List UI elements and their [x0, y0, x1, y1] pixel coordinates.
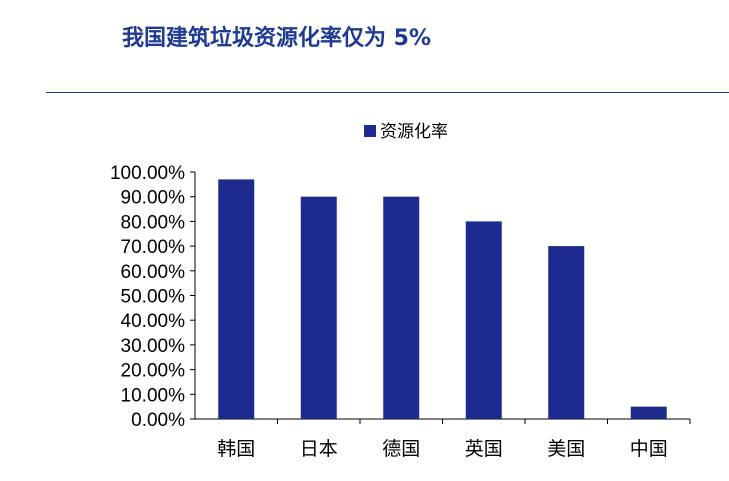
- x-category-label: 日本: [300, 438, 338, 460]
- legend-label: 资源化率: [380, 122, 448, 142]
- x-category-label: 中国: [630, 438, 668, 460]
- bar-1: [300, 196, 337, 419]
- bar-4: [548, 246, 585, 419]
- bar-5: [630, 406, 667, 419]
- x-category-label: 德国: [382, 438, 420, 460]
- y-tick-label: 0.00%: [131, 410, 185, 431]
- y-tick-label: 60.00%: [121, 262, 186, 283]
- y-tick-label: 40.00%: [121, 311, 186, 332]
- x-category-label: 美国: [547, 438, 585, 460]
- y-tick-label: 80.00%: [121, 212, 186, 233]
- x-axis-labels: 韩国 日本 德国 英国 美国 中国: [217, 419, 691, 460]
- legend-swatch: [364, 125, 376, 137]
- title-divider: [46, 92, 729, 93]
- page-title: 我国建筑垃圾资源化率仅为 5%: [122, 26, 432, 51]
- y-tick-label: 30.00%: [121, 336, 186, 357]
- bar-2: [383, 196, 420, 419]
- y-tick-label: 20.00%: [121, 361, 186, 382]
- bar-0: [218, 179, 255, 419]
- y-tick-label: 50.00%: [121, 287, 186, 308]
- chart-axes: [194, 172, 690, 420]
- chart-bars: [218, 179, 667, 419]
- x-category-label: 韩国: [217, 438, 255, 460]
- y-tick-label: 90.00%: [121, 188, 186, 209]
- x-category-label: 英国: [465, 438, 503, 460]
- y-tick-label: 70.00%: [121, 237, 186, 258]
- y-tick-label: 100.00%: [110, 163, 185, 184]
- chart-legend: 资源化率: [364, 122, 448, 142]
- bar-3: [465, 221, 502, 419]
- y-axis-ticks: 0.00% 10.00% 20.00% 30.00% 40.00% 50.00% 60.00…: [110, 163, 195, 431]
- y-tick-label: 10.00%: [121, 385, 186, 406]
